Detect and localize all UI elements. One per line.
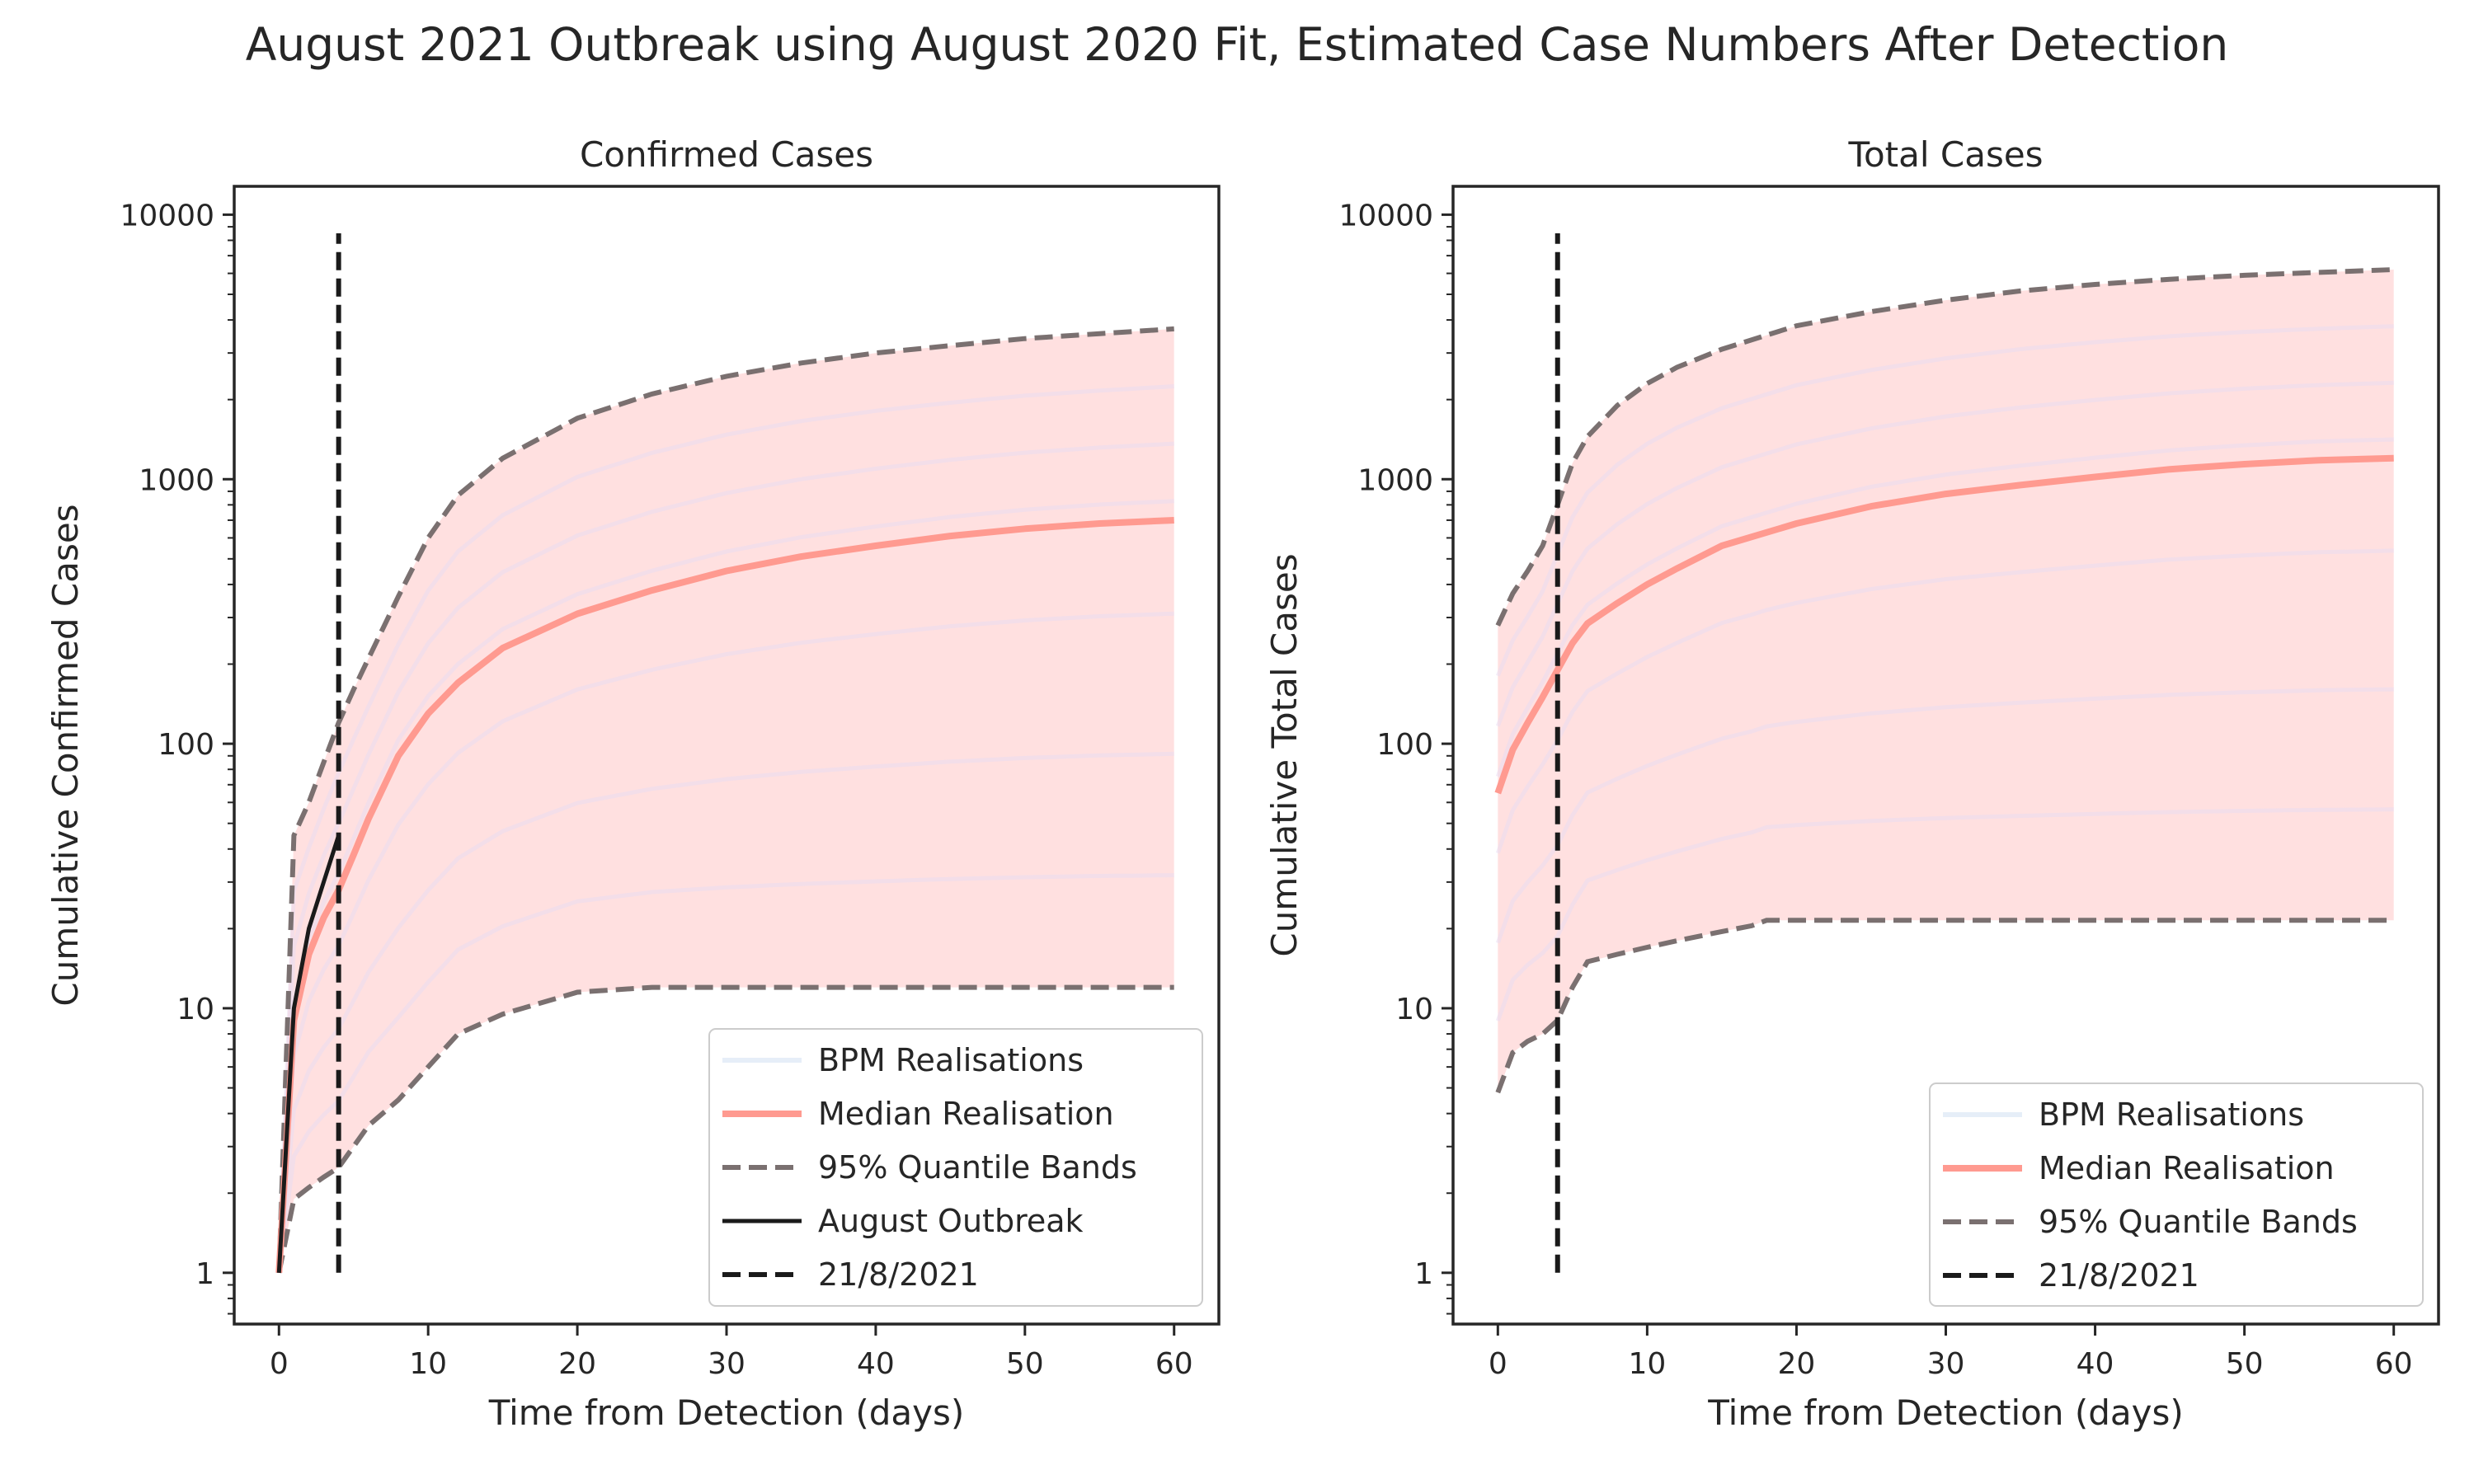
quantile-band-upper-line [276, 326, 1174, 1273]
x-tick-label: 10 [1628, 1347, 1666, 1381]
x-tick-label: 10 [409, 1347, 447, 1381]
quantile-band-upper-line [1495, 267, 2394, 627]
legend-label-95-quantile-bands: 95% Quantile Bands [2039, 1204, 2358, 1240]
bpm-realisation-line [1495, 324, 2394, 677]
legend: BPM Realisations Median Realisation 95% Qu… [1929, 1082, 2424, 1307]
x-tick-label: 50 [1006, 1347, 1044, 1381]
august-outbreak-line [276, 834, 341, 1273]
x-tick-label: 50 [2226, 1347, 2264, 1381]
x-tick-label: 20 [1778, 1347, 1816, 1381]
x-tick-label: 40 [857, 1347, 895, 1381]
quantile-band-fill [279, 328, 1174, 1273]
panel-title: Confirmed Cases [580, 134, 873, 175]
x-axis-label: Time from Detection (days) [1707, 1392, 2184, 1433]
median-realisation-line [1494, 454, 2394, 795]
panel-title: Total Cases [1847, 134, 2043, 175]
y-tick-label: 1000 [139, 463, 214, 497]
confirmed-cases-panel: 0 10 20 30 40 50 60 1 10 100 1000 10000 Confirmed Ca… [45, 134, 1221, 1433]
legend-label-95-quantile-bands: 95% Quantile Bands [818, 1149, 1137, 1186]
x-tick-label: 30 [708, 1347, 745, 1381]
y-tick-label: 1000 [1357, 463, 1433, 497]
x-axis-label: Time from Detection (days) [488, 1392, 965, 1433]
bpm-realisation-line [1495, 687, 2394, 944]
y-tick-label: 10000 [120, 199, 214, 232]
bpm-realisation-line [1495, 548, 2394, 854]
legend-label-bpm-realisations: BPM Realisations [2039, 1097, 2304, 1133]
quantile-band-fill [1498, 270, 2394, 1093]
quantile-band-lower-line [276, 984, 1174, 1274]
bpm-realisation-line [276, 751, 1174, 1274]
bpm-realisation-line [1495, 437, 2394, 777]
y-tick-label: 10 [1395, 993, 1433, 1026]
y-tick-label: 1 [195, 1257, 214, 1291]
x-tick-label: 30 [1927, 1347, 1965, 1381]
bpm-realisation-line [276, 441, 1174, 1273]
legend: BPM Realisations Median Realisation 95% Qu… [708, 1028, 1203, 1307]
x-tick-label: 20 [558, 1347, 596, 1381]
figure-title: August 2021 Outbreak using August 2020 F… [245, 18, 2229, 71]
x-tick-label: 0 [270, 1347, 289, 1381]
legend-box [708, 1028, 1203, 1307]
legend-label-21-8-2021: 21/8/2021 [818, 1256, 979, 1293]
bpm-realisation-line [276, 611, 1174, 1273]
legend-label-bpm-realisations: BPM Realisations [818, 1042, 1084, 1078]
y-axis-label: Cumulative Total Cases [1264, 553, 1305, 956]
legend-label-median-realisation: Median Realisation [2039, 1150, 2335, 1186]
legend-box [1929, 1082, 2424, 1307]
x-tick-label: 40 [2077, 1347, 2114, 1381]
median-realisation-line [275, 517, 1174, 1274]
x-tick-label: 60 [2375, 1347, 2413, 1381]
bpm-realisation-line [276, 499, 1174, 1273]
total-cases-panel: 0 10 20 30 40 50 60 1 10 100 1000 10000 Total Cases T… [1264, 134, 2440, 1433]
bpm-realisation-line [1495, 807, 2394, 1021]
x-tick-label: 0 [1489, 1347, 1507, 1381]
y-tick-label: 1 [1414, 1257, 1433, 1291]
y-tick-label: 100 [1376, 728, 1433, 762]
y-tick-label: 100 [158, 728, 214, 762]
x-tick-label: 60 [1155, 1347, 1193, 1381]
y-tick-label: 10000 [1338, 199, 1433, 232]
bpm-realisation-line [276, 384, 1174, 1273]
y-axis-label: Cumulative Confirmed Cases [45, 504, 86, 1006]
legend-label-august-outbreak: August Outbreak [818, 1203, 1084, 1239]
y-tick-label: 10 [176, 993, 214, 1026]
legend-label-21-8-2021: 21/8/2021 [2039, 1257, 2199, 1294]
bpm-realisation-line [276, 873, 1174, 1274]
legend-label-median-realisation: Median Realisation [818, 1096, 1114, 1132]
bpm-realisation-line [1495, 380, 2394, 727]
